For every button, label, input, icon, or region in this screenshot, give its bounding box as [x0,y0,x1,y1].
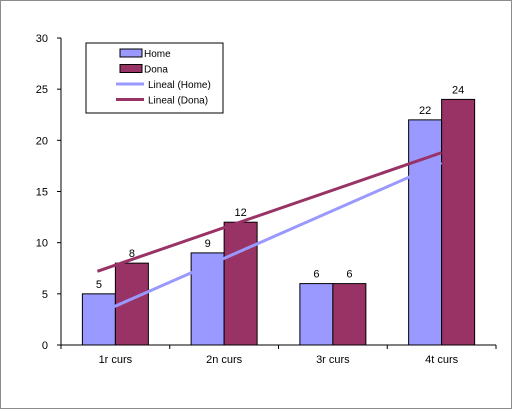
y-tick-label: 30 [36,33,48,45]
data-label-home: 6 [313,269,319,281]
data-label-dona: 6 [346,269,352,281]
bar-dona [441,98,476,346]
y-tick-label: 15 [36,187,48,199]
data-label-dona: 8 [129,248,135,260]
trendline-home [100,161,443,314]
y-tick-label: 20 [36,135,48,147]
data-label-home: 9 [205,238,211,250]
y-tick-label: 25 [36,84,48,96]
y-tick-label: 10 [36,238,48,250]
bar-home [81,293,116,346]
trendline-dona [96,151,443,273]
legend-label-trend-home: Lineal (Home) [148,80,211,91]
y-tick-label: 0 [42,340,48,352]
x-tick-label: 3r curs [316,354,350,366]
data-label-dona: 24 [452,84,464,96]
legend-label-dona: Dona [144,65,168,76]
legend-swatch-home [119,48,143,58]
y-tick-label: 5 [42,289,48,301]
legend-swatch-dona [119,64,143,73]
bar-dona [332,283,367,346]
data-label-home: 5 [96,279,102,291]
legend-label-trend-dona: Lineal (Dona) [148,96,208,107]
x-tick-label: 1r curs [99,354,133,366]
bar-home [299,283,334,346]
legend-label-home: Home [144,49,171,60]
legend-box [85,42,224,114]
data-label-dona: 12 [235,207,247,219]
x-tick-label: 4t curs [425,354,459,366]
x-tick-label: 2n curs [206,354,243,366]
data-label-home: 22 [419,105,431,117]
bar-dona [223,221,258,346]
